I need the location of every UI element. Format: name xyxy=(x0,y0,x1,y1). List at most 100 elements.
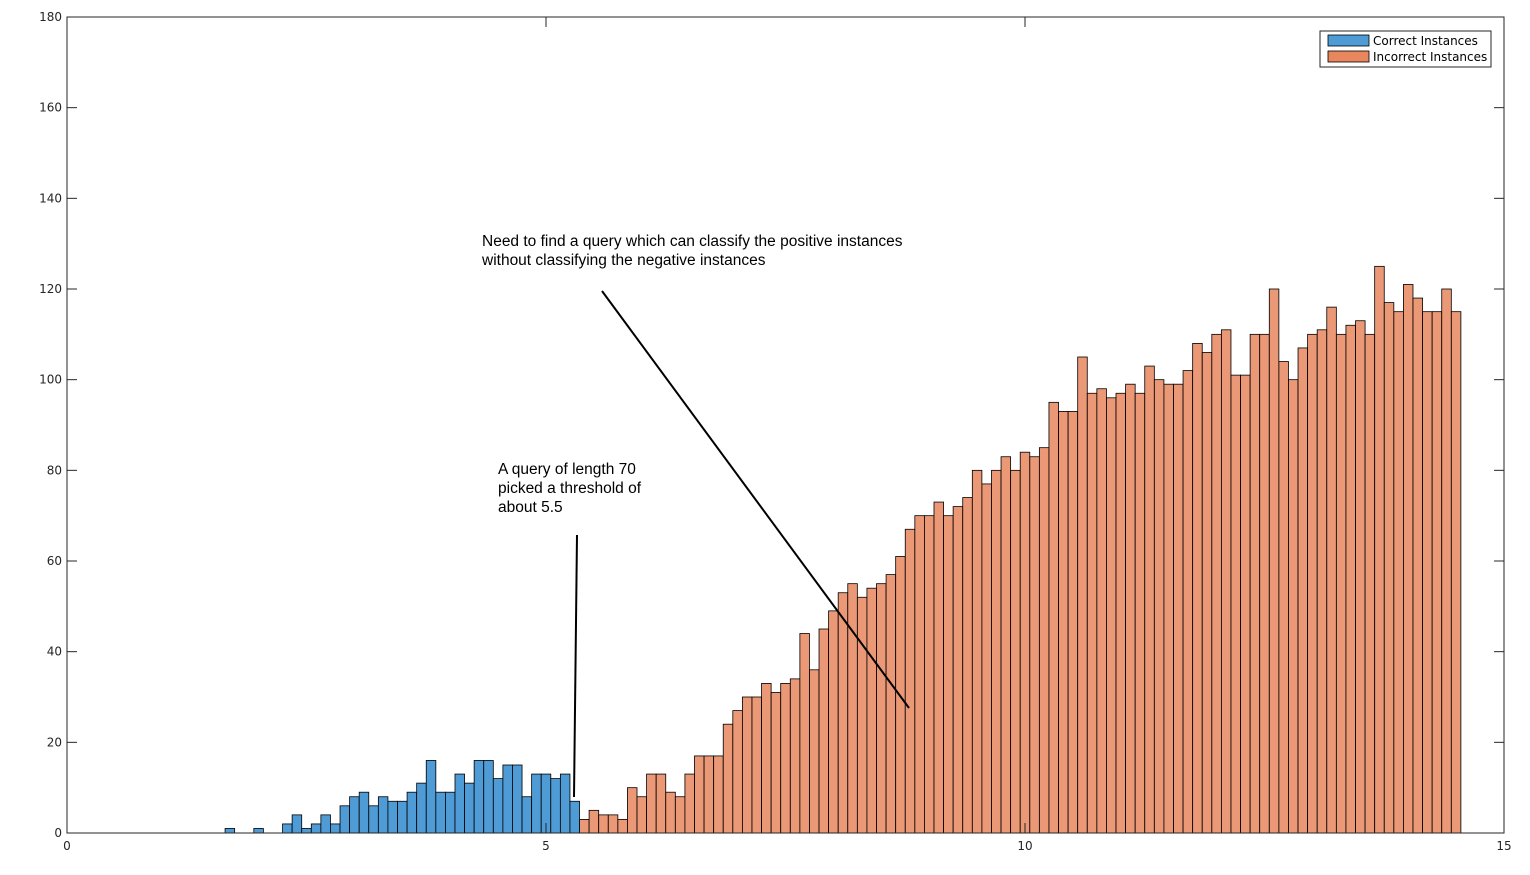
incorrect-bar xyxy=(1403,284,1414,834)
incorrect-bar xyxy=(1096,388,1107,834)
axes-box xyxy=(66,16,1505,834)
incorrect-bar xyxy=(866,587,877,834)
incorrect-bar xyxy=(1278,361,1289,834)
annotation-arrow-line xyxy=(573,534,578,798)
incorrect-bar xyxy=(818,628,830,834)
correct-bar xyxy=(416,782,427,834)
correct-bar xyxy=(339,805,351,834)
correct-bar xyxy=(550,778,561,834)
y-tick-label: 120 xyxy=(39,282,62,296)
incorrect-bar xyxy=(1316,329,1328,834)
incorrect-bar xyxy=(713,755,724,834)
correct-bar xyxy=(512,764,523,834)
incorrect-bar xyxy=(1288,379,1299,834)
incorrect-bar xyxy=(665,791,676,834)
incorrect-bar xyxy=(1441,288,1452,834)
correct-bar xyxy=(224,828,236,834)
y-tick-label: 20 xyxy=(47,735,62,749)
incorrect-bar xyxy=(1355,320,1366,834)
incorrect-bar xyxy=(627,787,638,834)
incorrect-bar xyxy=(780,683,791,834)
correct-bar xyxy=(435,791,446,834)
incorrect-bar xyxy=(856,596,868,834)
correct-bar xyxy=(559,773,571,834)
y-tick-label: 160 xyxy=(39,101,62,115)
correct-bar xyxy=(368,805,379,834)
correct-bar xyxy=(425,760,437,834)
incorrect-bar xyxy=(981,483,992,834)
y-tick-label: 0 xyxy=(54,826,62,840)
incorrect-bar xyxy=(1297,347,1309,834)
x-tick-label: 15 xyxy=(1496,839,1511,853)
incorrect-bar xyxy=(933,501,944,834)
legend: Correct Instances Incorrect Instances xyxy=(1319,30,1492,68)
correct-bar xyxy=(301,828,312,834)
y-tick-label: 40 xyxy=(47,645,62,659)
incorrect-bar xyxy=(1019,451,1031,834)
incorrect-bar xyxy=(1000,456,1012,834)
incorrect-bar xyxy=(828,610,839,834)
annotation-text-line: Need to find a query which can classify … xyxy=(482,233,903,250)
incorrect-bar xyxy=(1144,365,1155,834)
incorrect-bar xyxy=(914,515,925,834)
incorrect-bar xyxy=(1182,370,1194,834)
incorrect-bar xyxy=(1192,342,1203,834)
incorrect-bar xyxy=(1029,456,1040,834)
incorrect-bar xyxy=(799,633,810,834)
correct-bar xyxy=(492,778,504,834)
correct-bar xyxy=(531,773,542,834)
annotation-text-line: A query of length 70 xyxy=(498,461,636,478)
incorrect-bar xyxy=(1268,288,1280,834)
incorrect-bar xyxy=(1106,397,1117,834)
incorrect-bar xyxy=(1374,265,1385,834)
incorrect-bar xyxy=(579,819,590,834)
incorrect-bar xyxy=(722,723,734,834)
incorrect-bar xyxy=(751,696,762,834)
incorrect-bar xyxy=(962,497,973,834)
incorrect-bar xyxy=(1364,333,1376,834)
y-tick-label: 80 xyxy=(47,463,62,477)
incorrect-bar xyxy=(1450,311,1462,834)
legend-label: Correct Instances xyxy=(1373,34,1478,48)
x-tick-label: 0 xyxy=(63,839,71,853)
incorrect-bar xyxy=(837,592,849,834)
correct-bar xyxy=(473,760,485,834)
y-tick-label: 100 xyxy=(39,373,62,387)
correct-bar xyxy=(310,823,322,834)
correct-bar xyxy=(349,796,360,834)
correct-bar xyxy=(406,791,418,834)
incorrect-bar xyxy=(607,814,619,834)
incorrect-bar xyxy=(1307,333,1318,834)
incorrect-bar xyxy=(1383,302,1395,834)
correct-bar xyxy=(502,764,513,834)
y-tick-label: 140 xyxy=(39,191,62,205)
incorrect-bar xyxy=(1422,311,1433,834)
incorrect-bar xyxy=(761,683,772,834)
annotation-text-line: without classifying the negative instanc… xyxy=(481,252,766,269)
incorrect-bar xyxy=(694,755,705,834)
incorrect-bar xyxy=(1086,392,1098,834)
plot-area xyxy=(224,265,1462,834)
incorrect-bar xyxy=(1153,379,1165,834)
incorrect-bar xyxy=(1173,383,1184,834)
incorrect-bar xyxy=(1048,401,1059,834)
annotation-arrow-line xyxy=(601,290,910,709)
incorrect-bar xyxy=(588,809,600,834)
legend-label: Incorrect Instances xyxy=(1373,50,1487,64)
incorrect-bar xyxy=(1249,333,1261,834)
correct-bar xyxy=(282,823,293,834)
incorrect-bar xyxy=(732,710,743,834)
incorrect-bar xyxy=(1393,311,1404,834)
y-tick-label: 60 xyxy=(47,554,62,568)
x-tick-label: 10 xyxy=(1017,839,1032,853)
incorrect-bar xyxy=(741,696,753,834)
incorrect-bar xyxy=(674,796,686,834)
annotations: Need to find a query which can classify … xyxy=(481,233,910,798)
incorrect-bar xyxy=(598,814,609,834)
correct-bar xyxy=(445,791,456,834)
incorrect-bar xyxy=(1115,392,1126,834)
incorrect-bar xyxy=(1326,306,1337,834)
incorrect-bar xyxy=(1335,333,1347,834)
correct-bar xyxy=(521,796,533,834)
